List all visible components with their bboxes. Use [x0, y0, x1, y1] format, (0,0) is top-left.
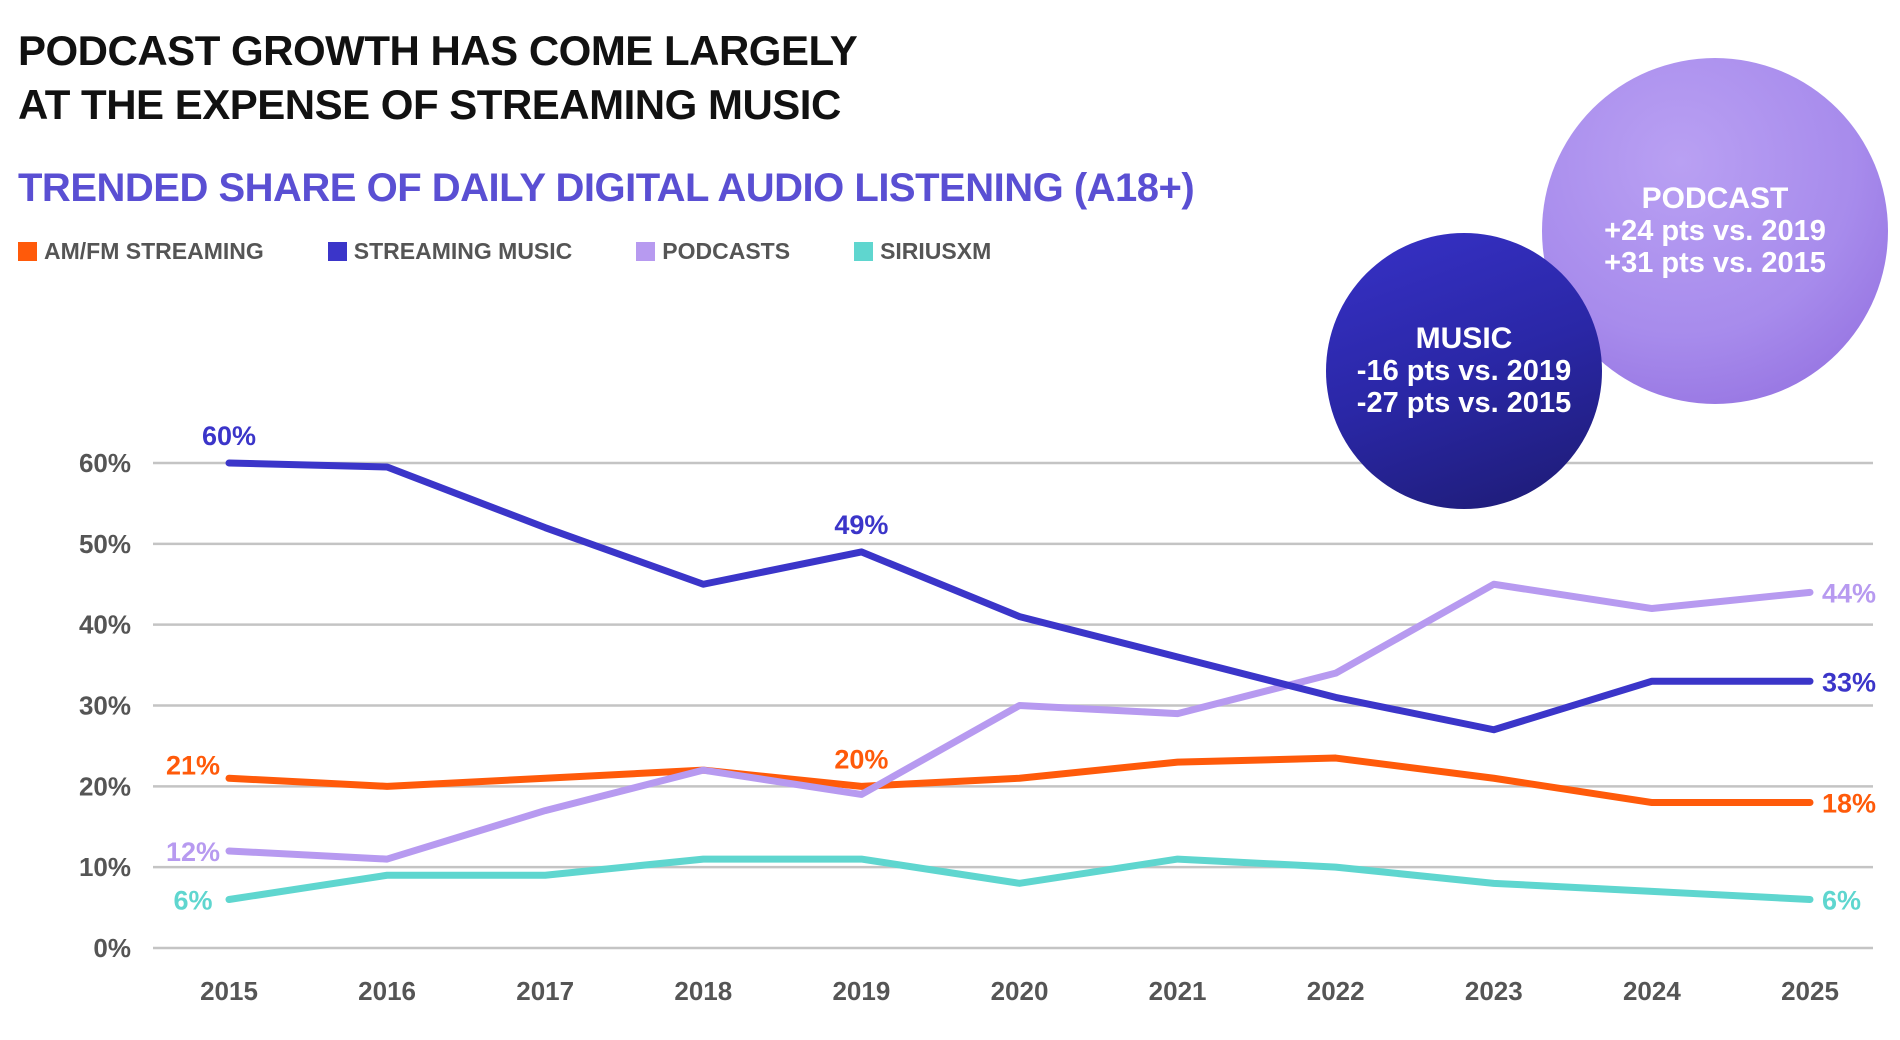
y-tick-label: 0%	[93, 933, 131, 963]
data-label: 21%	[166, 750, 220, 780]
music-callout-line: -16 pts vs. 2019	[1356, 355, 1572, 387]
chart-title: TRENDED SHARE OF DAILY DIGITAL AUDIO LIS…	[18, 166, 1195, 210]
legend-label: AM/FM STREAMING	[44, 238, 264, 264]
headline-line-2: AT THE EXPENSE OF STREAMING MUSIC	[18, 81, 841, 128]
data-label: 20%	[834, 744, 888, 774]
music-callout-head: MUSIC	[1415, 322, 1513, 355]
x-tick-label: 2019	[832, 976, 890, 1006]
x-tick-label: 2024	[1623, 976, 1681, 1006]
data-label: 12%	[166, 837, 220, 867]
data-label: 60%	[202, 421, 256, 451]
legend-swatch	[18, 242, 37, 261]
podcast-callout-head: PODCAST	[1641, 182, 1789, 215]
music-callout-line: -27 pts vs. 2015	[1356, 387, 1572, 419]
y-tick-label: 30%	[79, 691, 131, 721]
series-line-podcasts	[225, 580, 1814, 863]
y-tick-label: 40%	[79, 610, 131, 640]
x-tick-label: 2025	[1781, 976, 1839, 1006]
x-tick-label: 2020	[991, 976, 1049, 1006]
music-callout-bubble: MUSIC -16 pts vs. 2019 -27 pts vs. 2015	[1326, 233, 1602, 509]
data-label: 6%	[173, 886, 212, 916]
x-tick-label: 2022	[1307, 976, 1365, 1006]
data-label: 6%	[1822, 886, 1861, 916]
legend-swatch	[854, 242, 874, 261]
series-line-am-fm-streaming	[225, 754, 1814, 806]
legend-label: STREAMING MUSIC	[353, 238, 573, 264]
series-line-siriusxm	[225, 855, 1814, 903]
data-label: 44%	[1822, 578, 1876, 608]
legend-label: PODCASTS	[662, 238, 791, 264]
legend-swatch	[327, 242, 347, 261]
podcast-callout-line: +24 pts vs. 2019	[1604, 215, 1826, 247]
x-tick-label: 2023	[1465, 976, 1523, 1006]
podcast-callout-line: +31 pts vs. 2015	[1604, 247, 1826, 279]
legend-label: SIRIUSXM	[880, 238, 992, 264]
legend: AM/FM STREAMING STREAMING MUSIC PODCASTS…	[18, 238, 1055, 265]
data-label: 18%	[1822, 789, 1876, 819]
data-label: 33%	[1822, 667, 1876, 697]
x-tick-label: 2015	[200, 976, 258, 1006]
data-label: 49%	[834, 510, 888, 540]
y-tick-label: 20%	[79, 771, 131, 801]
chart-headline: PODCAST GROWTH HAS COME LARGELY AT THE E…	[18, 24, 858, 132]
y-tick-label: 50%	[79, 529, 131, 559]
legend-swatch	[636, 242, 656, 261]
y-tick-label: 60%	[79, 448, 131, 478]
x-tick-label: 2021	[1149, 976, 1207, 1006]
legend-item-siriusxm: SIRIUSXM	[854, 238, 991, 265]
headline-line-1: PODCAST GROWTH HAS COME LARGELY	[18, 27, 858, 74]
series-line-streaming-music	[225, 459, 1814, 734]
y-tick-label: 10%	[79, 852, 131, 882]
legend-item-amfm: AM/FM STREAMING	[18, 238, 264, 265]
x-tick-label: 2018	[674, 976, 732, 1006]
x-tick-label: 2016	[358, 976, 416, 1006]
legend-item-streaming-music: STREAMING MUSIC	[327, 238, 573, 265]
x-tick-label: 2017	[516, 976, 574, 1006]
legend-item-podcasts: PODCASTS	[636, 238, 790, 265]
